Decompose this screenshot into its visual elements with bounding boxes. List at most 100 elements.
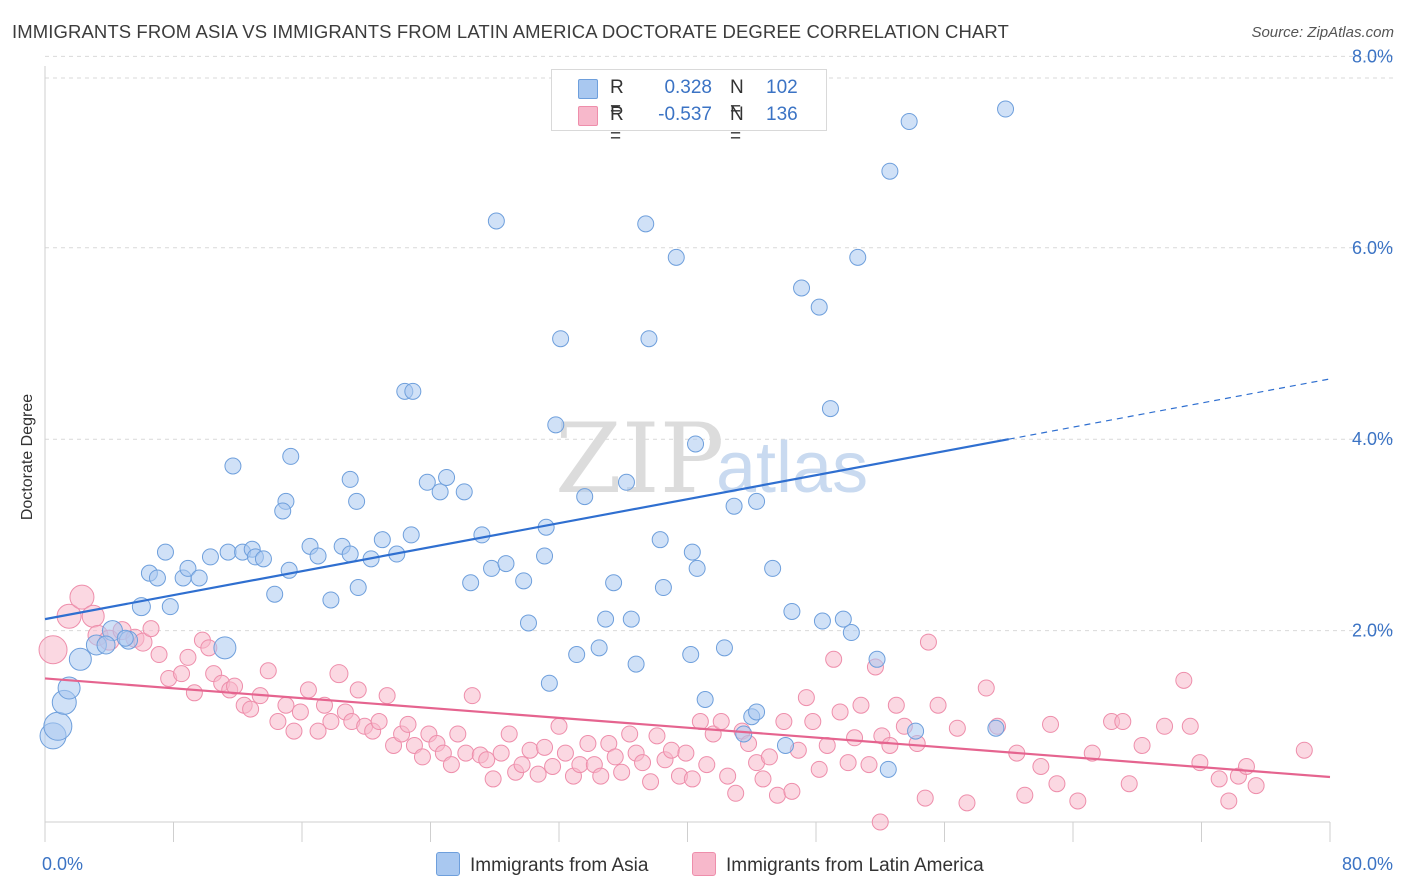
latin-point-9 xyxy=(142,620,160,638)
latin-point-40 xyxy=(378,687,396,705)
latin-point-84 xyxy=(691,713,709,731)
asia-point-66 xyxy=(735,725,753,743)
asia-point-76 xyxy=(348,492,366,510)
asia-point-92 xyxy=(997,100,1015,118)
asia-point-32 xyxy=(349,579,367,597)
asia-point-54 xyxy=(605,574,623,592)
x-tick-label-1: 80.0% xyxy=(1342,854,1393,874)
latin-point-48 xyxy=(434,744,452,762)
asia-point-89 xyxy=(849,248,867,266)
asia-point-69 xyxy=(764,559,782,577)
latin-point-105 xyxy=(839,754,857,772)
correlation-legend: R = 0.328 N = 102 R = -0.537 N = 136 xyxy=(551,69,827,147)
latin-point-96 xyxy=(775,713,793,731)
asia-point-36 xyxy=(402,526,420,544)
latin-point-124 xyxy=(1083,744,1101,762)
y-tick-label-2: 6.0% xyxy=(1352,238,1393,258)
watermark-atlas: atlas xyxy=(716,428,868,508)
asia-point-64 xyxy=(715,639,733,657)
asia-point-90 xyxy=(881,162,899,180)
asia-point-80 xyxy=(547,416,565,434)
asia-point-84 xyxy=(637,215,655,233)
asia-point-20 xyxy=(219,543,237,561)
latin-legend-label: Immigrants from Latin America xyxy=(726,855,984,876)
latin-point-117 xyxy=(948,719,966,737)
asia-point-44 xyxy=(497,555,515,573)
asia-point-17 xyxy=(179,559,197,577)
asia-point-60 xyxy=(682,646,700,664)
asia-point-73 xyxy=(224,457,242,475)
latin-point-70 xyxy=(592,767,610,785)
asia-point-72 xyxy=(282,447,300,465)
y-axis-label: Doctorate Degree xyxy=(19,394,36,520)
latin-point-139 xyxy=(871,813,889,831)
latin-point-82 xyxy=(677,744,695,762)
latin-point-129 xyxy=(1175,671,1193,689)
asia-n-value: 102 xyxy=(766,77,798,98)
asia-point-31 xyxy=(341,545,359,563)
latin-point-73 xyxy=(613,763,631,781)
y-tick-label-1: 4.0% xyxy=(1352,429,1393,449)
asia-point-68 xyxy=(748,703,766,721)
asia-point-49 xyxy=(540,674,558,692)
latin-point-107 xyxy=(852,696,870,714)
latin-point-0 xyxy=(38,635,68,665)
latin-n-value: 136 xyxy=(766,104,798,125)
latin-point-103 xyxy=(825,650,843,668)
latin-point-44 xyxy=(405,736,423,754)
latin-point-74 xyxy=(621,725,639,743)
asia-point-79 xyxy=(404,382,422,400)
asia-point-51 xyxy=(576,488,594,506)
asia-point-55 xyxy=(617,473,635,491)
asia-point-97 xyxy=(907,722,925,740)
latin-point-121 xyxy=(1032,757,1050,775)
asia-point-56 xyxy=(622,610,640,628)
latin-point-26 xyxy=(277,696,295,714)
asia-point-85 xyxy=(667,248,685,266)
latin-point-126 xyxy=(1114,713,1132,731)
latin-point-106 xyxy=(846,729,864,747)
asia-point-101 xyxy=(834,610,852,628)
latin-point-140 xyxy=(916,789,934,807)
latin-point-64 xyxy=(550,717,568,735)
latin-point-138 xyxy=(1220,792,1238,810)
latin-point-56 xyxy=(492,744,510,762)
latin-point-24 xyxy=(259,662,277,680)
latin-point-54 xyxy=(478,751,496,769)
asia-legend-label: Immigrants from Asia xyxy=(470,855,649,876)
latin-point-87 xyxy=(712,713,730,731)
latin-point-89 xyxy=(727,784,745,802)
latin-point-99 xyxy=(797,689,815,707)
asia-point-41 xyxy=(462,574,480,592)
asia-point-77 xyxy=(341,470,359,488)
latin-point-50 xyxy=(449,725,467,743)
latin-point-85 xyxy=(698,756,716,774)
asia-point-63 xyxy=(696,691,714,709)
latin-swatch xyxy=(578,106,598,126)
latin-point-132 xyxy=(1210,770,1228,788)
asia-point-39 xyxy=(438,468,456,486)
latin-point-127 xyxy=(1133,736,1151,754)
latin-point-83 xyxy=(683,770,701,788)
asia-r-value: 0.328 xyxy=(664,77,712,98)
asia-point-43 xyxy=(483,559,501,577)
asia-point-4 xyxy=(68,647,92,671)
latin-point-100 xyxy=(804,713,822,731)
chart-source: Source: ZipAtlas.com xyxy=(1251,24,1394,41)
latin-point-136 xyxy=(1016,786,1034,804)
asia-point-19 xyxy=(201,548,219,566)
asia-point-34 xyxy=(373,531,391,549)
latin-point-62 xyxy=(536,738,554,756)
tick-labels: 2.0% 4.0% 6.0% 8.0% 0.0% 80.0% xyxy=(42,46,1393,874)
asia-point-57 xyxy=(627,655,645,673)
latin-point-36 xyxy=(349,681,367,699)
latin-point-13 xyxy=(179,648,197,666)
asia-point-94 xyxy=(748,492,766,510)
asia-point-59 xyxy=(654,579,672,597)
asia-point-100 xyxy=(842,624,860,642)
latin-point-68 xyxy=(579,735,597,753)
asia-point-18 xyxy=(190,569,208,587)
asia-point-47 xyxy=(536,547,554,565)
asia-point-62 xyxy=(688,559,706,577)
asia-point-58 xyxy=(651,531,669,549)
